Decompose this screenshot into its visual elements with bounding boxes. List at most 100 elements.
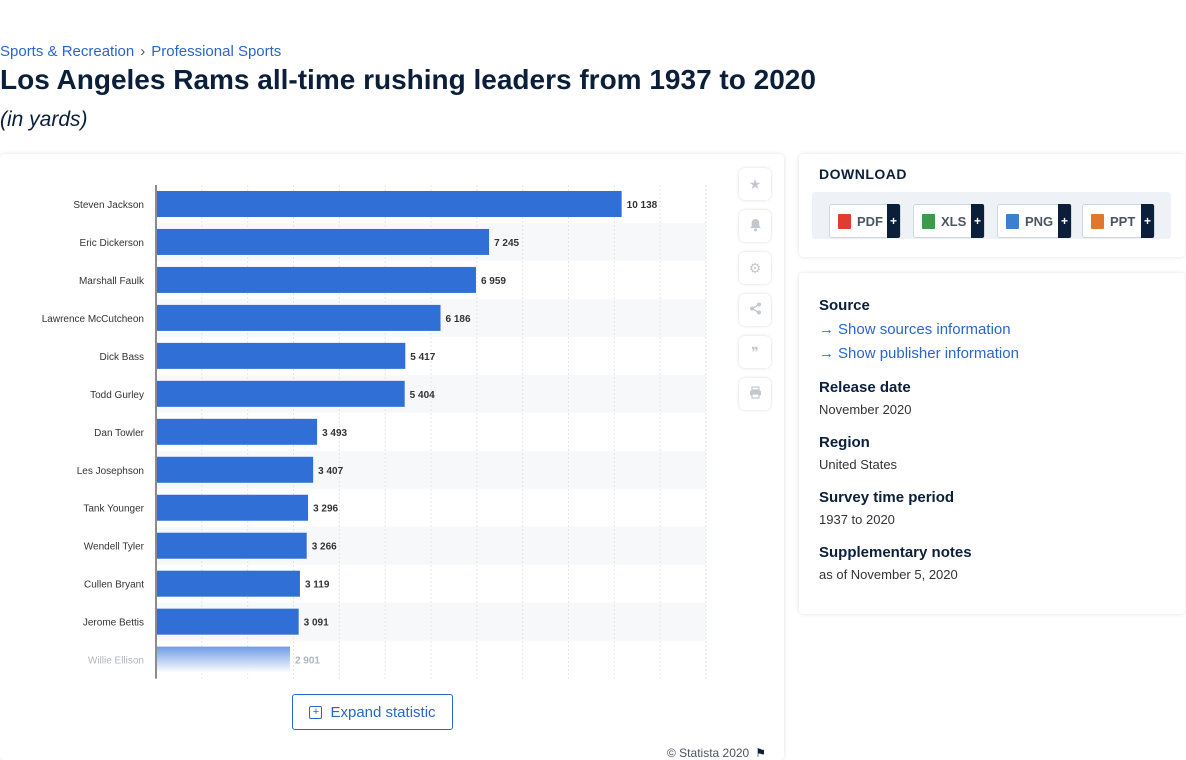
value-label: 3 266	[312, 542, 337, 553]
value-label: 3 119	[305, 580, 330, 591]
category-label: Todd Gurley	[90, 390, 144, 401]
supplementary-notes-label: Supplementary notes	[819, 544, 972, 561]
download-png-button[interactable]: PNG +	[997, 204, 1072, 238]
bar-chart: Steven Jackson 10 138 Eric Dickerson 7 245 M…	[42, 185, 707, 679]
print-icon	[749, 386, 762, 402]
region-value: United States	[819, 457, 898, 472]
breadcrumb-link-sports-recreation[interactable]: Sports & Recreation	[0, 43, 135, 60]
pdf-file-icon	[838, 213, 851, 229]
breadcrumb: Sports & Recreation › Professional Sports	[0, 43, 281, 60]
download-buttons: PDF + XLS + PNG + PPT +	[812, 192, 1171, 239]
settings-icon: ⚙	[748, 259, 762, 276]
notification-icon	[749, 218, 762, 235]
category-label: Jerome Bettis	[83, 618, 144, 629]
png-file-icon	[1006, 213, 1019, 229]
settings-button[interactable]: ⚙	[739, 252, 771, 284]
statistic-details-card: Source → Show sources information → Show p…	[799, 273, 1185, 614]
download-pdf-label: PDF	[857, 213, 883, 229]
bar[interactable]	[157, 532, 307, 559]
category-label: Tank Younger	[83, 504, 144, 515]
show-sources-label: Show sources information	[838, 321, 1011, 338]
page-title: Los Angeles Rams all-time rushing leader…	[0, 64, 816, 95]
breadcrumb-separator: ›	[140, 43, 146, 60]
value-label: 3 296	[313, 504, 338, 515]
print-button[interactable]	[739, 378, 771, 410]
value-label: 10 138	[627, 200, 658, 211]
category-label: Cullen Bryant	[84, 580, 144, 591]
ppt-plus-icon: +	[1141, 204, 1154, 238]
bar[interactable]	[157, 456, 314, 483]
survey-period-value: 1937 to 2020	[819, 512, 895, 527]
value-label: 2 901	[295, 656, 320, 667]
breadcrumb-link-professional-sports[interactable]: Professional Sports	[151, 43, 282, 60]
copyright-text: © Statista 2020	[667, 746, 750, 760]
cite-icon: ❞	[751, 343, 759, 360]
category-label: Les Josephson	[77, 466, 144, 477]
bar[interactable]	[157, 646, 290, 673]
release-date-value: November 2020	[819, 402, 912, 417]
bar[interactable]	[157, 380, 405, 407]
show-sources-link[interactable]: → Show sources information	[819, 321, 1011, 338]
bar[interactable]	[157, 570, 300, 597]
share-icon	[749, 302, 762, 318]
cite-button[interactable]: ❞	[739, 336, 771, 368]
notification-button[interactable]	[739, 210, 771, 242]
download-pdf-button[interactable]: PDF +	[829, 204, 901, 238]
download-title: DOWNLOAD	[819, 166, 907, 182]
download-xls-label: XLS	[941, 213, 967, 229]
share-button[interactable]	[739, 294, 771, 326]
category-label: Lawrence McCutcheon	[42, 314, 144, 325]
download-ppt-button[interactable]: PPT +	[1082, 204, 1155, 238]
bar[interactable]	[157, 342, 406, 369]
xls-file-icon	[922, 213, 935, 229]
category-label: Willie Ellison	[88, 656, 144, 667]
bar[interactable]	[157, 608, 299, 635]
region-label: Region	[819, 434, 870, 451]
category-label: Dick Bass	[100, 352, 144, 363]
bar[interactable]	[157, 304, 441, 331]
download-xls-button[interactable]: XLS +	[913, 204, 985, 238]
bar[interactable]	[157, 190, 622, 217]
value-label: 3 493	[322, 428, 347, 439]
category-label: Marshall Faulk	[79, 276, 145, 287]
download-ppt-label: PPT	[1110, 213, 1136, 229]
value-label: 6 959	[481, 276, 506, 287]
category-label: Steven Jackson	[73, 200, 144, 211]
release-date-label: Release date	[819, 379, 911, 396]
arrow-right-icon: →	[819, 321, 834, 338]
expand-statistic-button[interactable]: + Expand statistic	[292, 694, 453, 730]
flag-icon[interactable]: ⚑	[755, 746, 766, 760]
favorite-button[interactable]: ★	[739, 168, 771, 200]
survey-period-label: Survey time period	[819, 489, 955, 506]
value-label: 5 404	[410, 390, 435, 401]
ppt-file-icon	[1091, 213, 1104, 229]
category-label: Dan Towler	[94, 428, 145, 439]
copyright: © Statista 2020 ⚑	[667, 746, 766, 760]
category-label: Wendell Tyler	[84, 542, 145, 553]
download-card: DOWNLOAD PDF + XLS + PNG + PPT +	[799, 154, 1185, 257]
pdf-plus-icon: +	[887, 204, 900, 238]
bar[interactable]	[157, 228, 490, 255]
source-label: Source	[819, 297, 870, 314]
show-publisher-label: Show publisher information	[838, 345, 1019, 362]
bar[interactable]	[157, 494, 309, 521]
value-label: 6 186	[446, 314, 471, 325]
value-label: 3 091	[304, 618, 329, 629]
value-label: 3 407	[318, 466, 343, 477]
favorite-icon: ★	[748, 175, 762, 192]
xls-plus-icon: +	[971, 204, 984, 238]
chart-card: Steven Jackson 10 138 Eric Dickerson 7 245 M…	[0, 154, 784, 760]
category-label: Eric Dickerson	[80, 238, 144, 249]
chart-toolbar: ★ ⚙ ❞	[739, 168, 771, 420]
value-label: 5 417	[410, 352, 435, 363]
page-subtitle: (in yards)	[0, 108, 88, 131]
arrow-right-icon: →	[819, 345, 834, 362]
expand-statistic-label: Expand statistic	[330, 703, 436, 721]
show-publisher-link[interactable]: → Show publisher information	[819, 345, 1019, 362]
png-plus-icon: +	[1058, 204, 1071, 238]
bar[interactable]	[157, 418, 318, 445]
supplementary-notes-value: as of November 5, 2020	[819, 567, 958, 582]
bar[interactable]	[157, 266, 476, 293]
value-label: 7 245	[494, 238, 519, 249]
download-png-label: PNG	[1025, 213, 1054, 229]
